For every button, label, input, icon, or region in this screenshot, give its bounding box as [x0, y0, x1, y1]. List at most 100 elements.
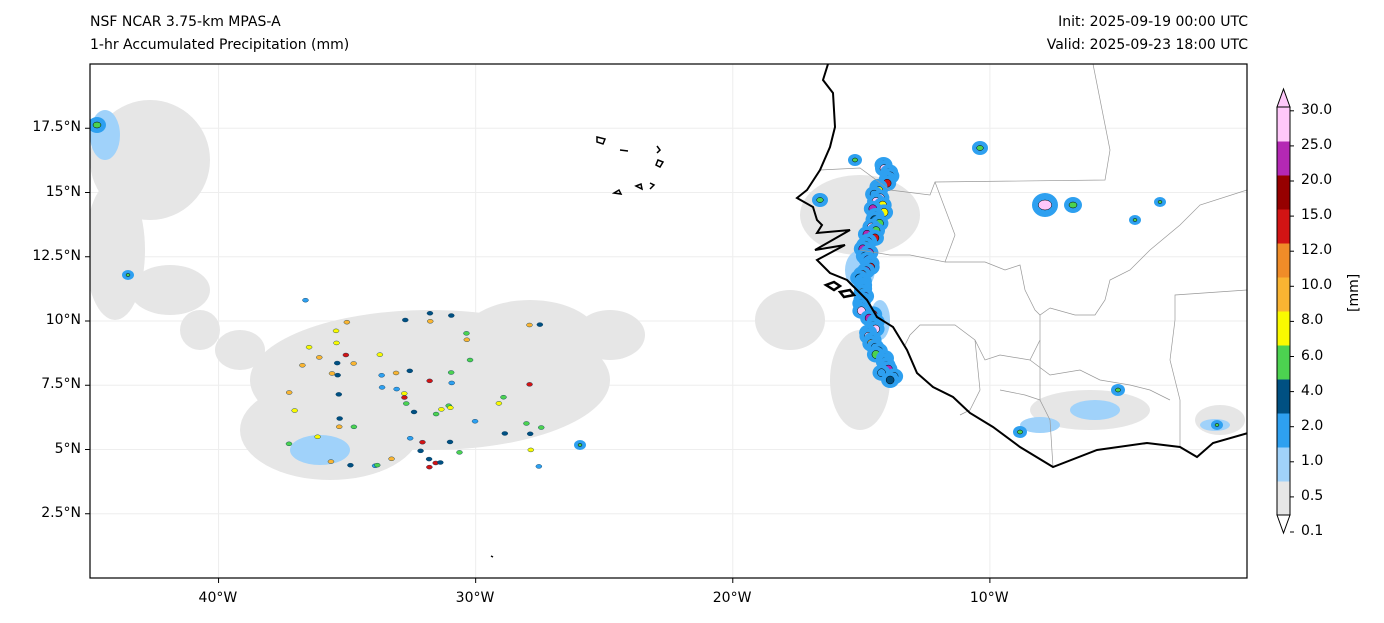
colorbar-outline	[1276, 106, 1291, 516]
colorbar-segment	[1277, 311, 1290, 346]
precip-area	[1070, 400, 1120, 420]
lat-tick-label: 2.5°N	[41, 504, 81, 521]
colorbar-segment	[1277, 209, 1290, 244]
colorbar-level-label: 1.0	[1301, 452, 1324, 469]
precip-cell	[299, 363, 306, 368]
precip-cell	[495, 401, 503, 406]
precip-cell	[374, 462, 381, 468]
precip-cell	[427, 319, 434, 324]
precip-cell	[526, 322, 533, 328]
precip-cell	[305, 345, 313, 350]
precip-cell	[125, 273, 131, 277]
precip-cell	[401, 391, 408, 396]
precip-cell	[327, 459, 335, 464]
precip-cell	[332, 328, 340, 334]
precip-cell	[417, 448, 424, 454]
graticule	[90, 64, 1247, 578]
colorbar-level-label: 0.1	[1301, 523, 1324, 539]
colorbar-segment	[1277, 481, 1290, 516]
precip-cell	[328, 371, 336, 376]
precip-cell	[402, 317, 409, 323]
precip-cell	[463, 331, 470, 336]
precip-area	[130, 265, 210, 315]
lon-tick-label: 20°W	[712, 590, 752, 606]
colorbar-segment	[1277, 175, 1290, 210]
precip-cell	[1157, 200, 1163, 204]
precip-cell	[403, 401, 410, 406]
precip-area	[575, 310, 645, 360]
precip-cell	[350, 361, 357, 366]
precip-cell	[378, 373, 385, 378]
precip-cell	[92, 121, 102, 129]
precip-cell	[448, 380, 455, 386]
precip-cell	[1017, 429, 1023, 435]
precip-cell	[316, 355, 323, 360]
precip-cell	[523, 421, 530, 426]
axis-ticks	[85, 127, 991, 583]
precip-cell	[447, 405, 454, 410]
precip-cell	[425, 456, 433, 462]
precip-area	[290, 435, 350, 465]
precip-cell	[1068, 201, 1078, 209]
precip-cell	[406, 368, 413, 374]
precip-cell	[388, 456, 395, 462]
colorbar-unit-label: [mm]	[1346, 273, 1362, 312]
precip-cell	[1132, 218, 1138, 222]
precip-cell	[471, 419, 479, 424]
colorbar-segment	[1277, 447, 1290, 482]
colorbar-level-label: 4.0	[1301, 382, 1324, 399]
lon-tick-label: 10°W	[969, 590, 1009, 606]
precip-cell	[419, 439, 426, 445]
precip-cell	[410, 409, 418, 415]
precip-cell	[500, 395, 507, 400]
precip-cell	[334, 372, 341, 378]
precip-area	[800, 175, 920, 255]
colorbar-level-label: 15.0	[1301, 207, 1333, 224]
colorbar-level-label: 6.0	[1301, 347, 1324, 364]
precip-cell	[526, 431, 534, 437]
precip-cell	[343, 319, 351, 325]
colorbar	[1276, 87, 1294, 535]
lon-tick-label: 40°W	[198, 590, 238, 606]
precip-area	[215, 330, 265, 370]
precip-cell	[302, 297, 309, 303]
precip-cell	[314, 434, 321, 439]
precip-cell	[378, 385, 386, 390]
precip-cell	[1214, 423, 1220, 427]
precip-cell	[536, 322, 544, 327]
precip-cell	[406, 436, 414, 441]
valid-time: Valid: 2025-09-23 18:00 UTC	[1046, 37, 1248, 53]
lat-tick-label: 7.5°N	[41, 376, 81, 393]
colorbar-level-label: 2.0	[1301, 417, 1324, 434]
init-time: Init: 2025-09-19 00:00 UTC	[1058, 14, 1248, 30]
colorbar-level-label: 8.0	[1301, 312, 1324, 329]
precip-cell	[291, 408, 298, 413]
precip-cell	[885, 375, 895, 385]
precip-cell	[285, 390, 293, 395]
coastline	[490, 64, 1247, 558]
precip-area	[180, 310, 220, 350]
precip-cell	[526, 382, 533, 387]
precip-cell	[335, 392, 342, 397]
country-borders	[819, 64, 1247, 468]
colorbar-segment	[1277, 413, 1290, 448]
precip-cell	[376, 352, 384, 357]
precip-cell	[426, 464, 433, 470]
precip-cell	[852, 157, 858, 163]
model-title: NSF NCAR 3.75-km MPAS-A	[90, 14, 281, 30]
lat-tick-label: 12.5°N	[32, 247, 81, 264]
precip-cell	[447, 370, 455, 375]
colorbar-level-label: 12.0	[1301, 242, 1333, 259]
precip-cell	[527, 447, 534, 453]
precip-cell	[456, 450, 463, 455]
colorbar-segment	[1277, 345, 1290, 380]
colorbar-segment	[1277, 243, 1290, 278]
precip-cell	[501, 431, 509, 436]
precip-area	[460, 300, 600, 380]
precip-cell	[448, 313, 455, 318]
precip-cell	[426, 311, 434, 316]
precip-cell	[446, 439, 454, 445]
colorbar-level-label: 25.0	[1301, 136, 1333, 153]
